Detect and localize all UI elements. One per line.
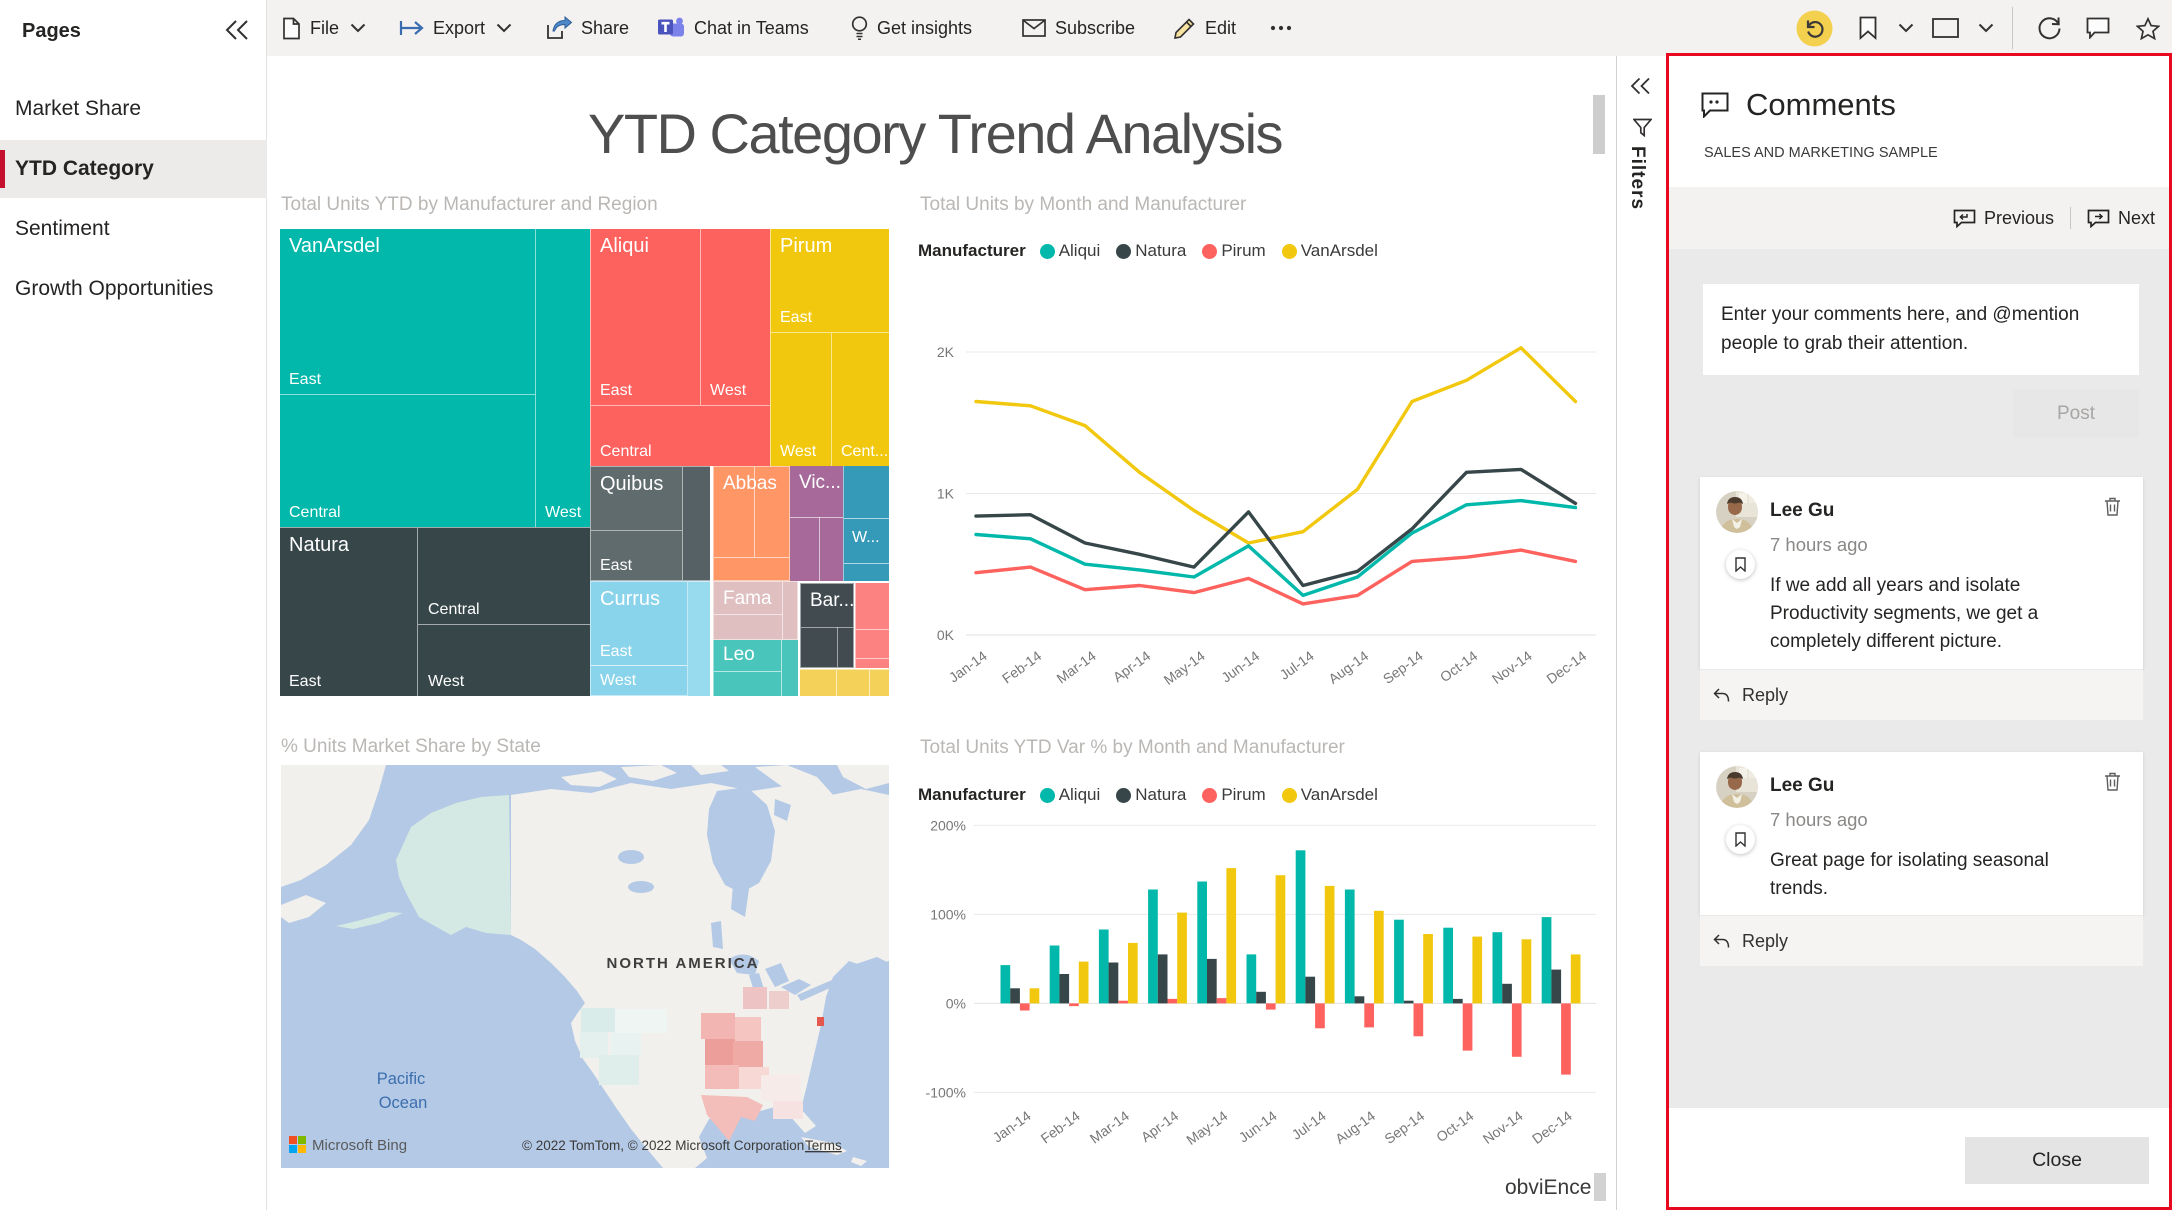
svg-text:200%: 200% [930,817,966,833]
svg-text:Sep-14: Sep-14 [1380,647,1426,687]
svg-text:Apr-14: Apr-14 [1138,1107,1182,1145]
svg-text:Jan-14: Jan-14 [990,1107,1034,1145]
svg-text:NORTH AMERICA: NORTH AMERICA [607,955,760,972]
svg-text:Nov-14: Nov-14 [1480,1107,1526,1147]
svg-text:Feb-14: Feb-14 [999,647,1044,686]
svg-text:Nov-14: Nov-14 [1489,647,1535,687]
svg-text:0%: 0% [946,995,966,1011]
svg-text:Mar-14: Mar-14 [1053,647,1098,686]
svg-text:Jun-14: Jun-14 [1218,647,1262,685]
svg-text:Aug-14: Aug-14 [1325,647,1371,687]
svg-text:Jul-14: Jul-14 [1289,1107,1329,1142]
svg-text:Mar-14: Mar-14 [1087,1107,1132,1146]
svg-text:Sep-14: Sep-14 [1381,1107,1427,1147]
svg-text:100%: 100% [930,906,966,922]
svg-text:Jan-14: Jan-14 [946,647,990,685]
svg-text:May-14: May-14 [1183,1107,1230,1148]
svg-text:Aug-14: Aug-14 [1332,1107,1378,1147]
svg-text:Pacific: Pacific [377,1070,426,1088]
svg-text:Ocean: Ocean [379,1094,428,1112]
svg-text:© 2022 TomTom, © 2022 Microsof: © 2022 TomTom, © 2022 Microsoft Corporat… [522,1138,804,1153]
svg-text:Dec-14: Dec-14 [1529,1107,1575,1147]
svg-text:Dec-14: Dec-14 [1543,647,1589,687]
svg-text:May-14: May-14 [1161,647,1208,688]
svg-text:Terms: Terms [805,1138,842,1153]
svg-text:Microsoft Bing: Microsoft Bing [312,1137,407,1154]
svg-text:0K: 0K [937,627,955,643]
svg-text:Feb-14: Feb-14 [1038,1107,1083,1146]
svg-text:2K: 2K [937,344,955,360]
svg-text:Apr-14: Apr-14 [1110,647,1154,685]
svg-text:Jul-14: Jul-14 [1277,647,1317,682]
svg-text:-100%: -100% [926,1084,966,1100]
svg-text:Jun-14: Jun-14 [1236,1107,1280,1145]
svg-text:Oct-14: Oct-14 [1437,647,1481,685]
svg-text:Oct-14: Oct-14 [1433,1107,1477,1145]
svg-text:1K: 1K [937,486,955,502]
